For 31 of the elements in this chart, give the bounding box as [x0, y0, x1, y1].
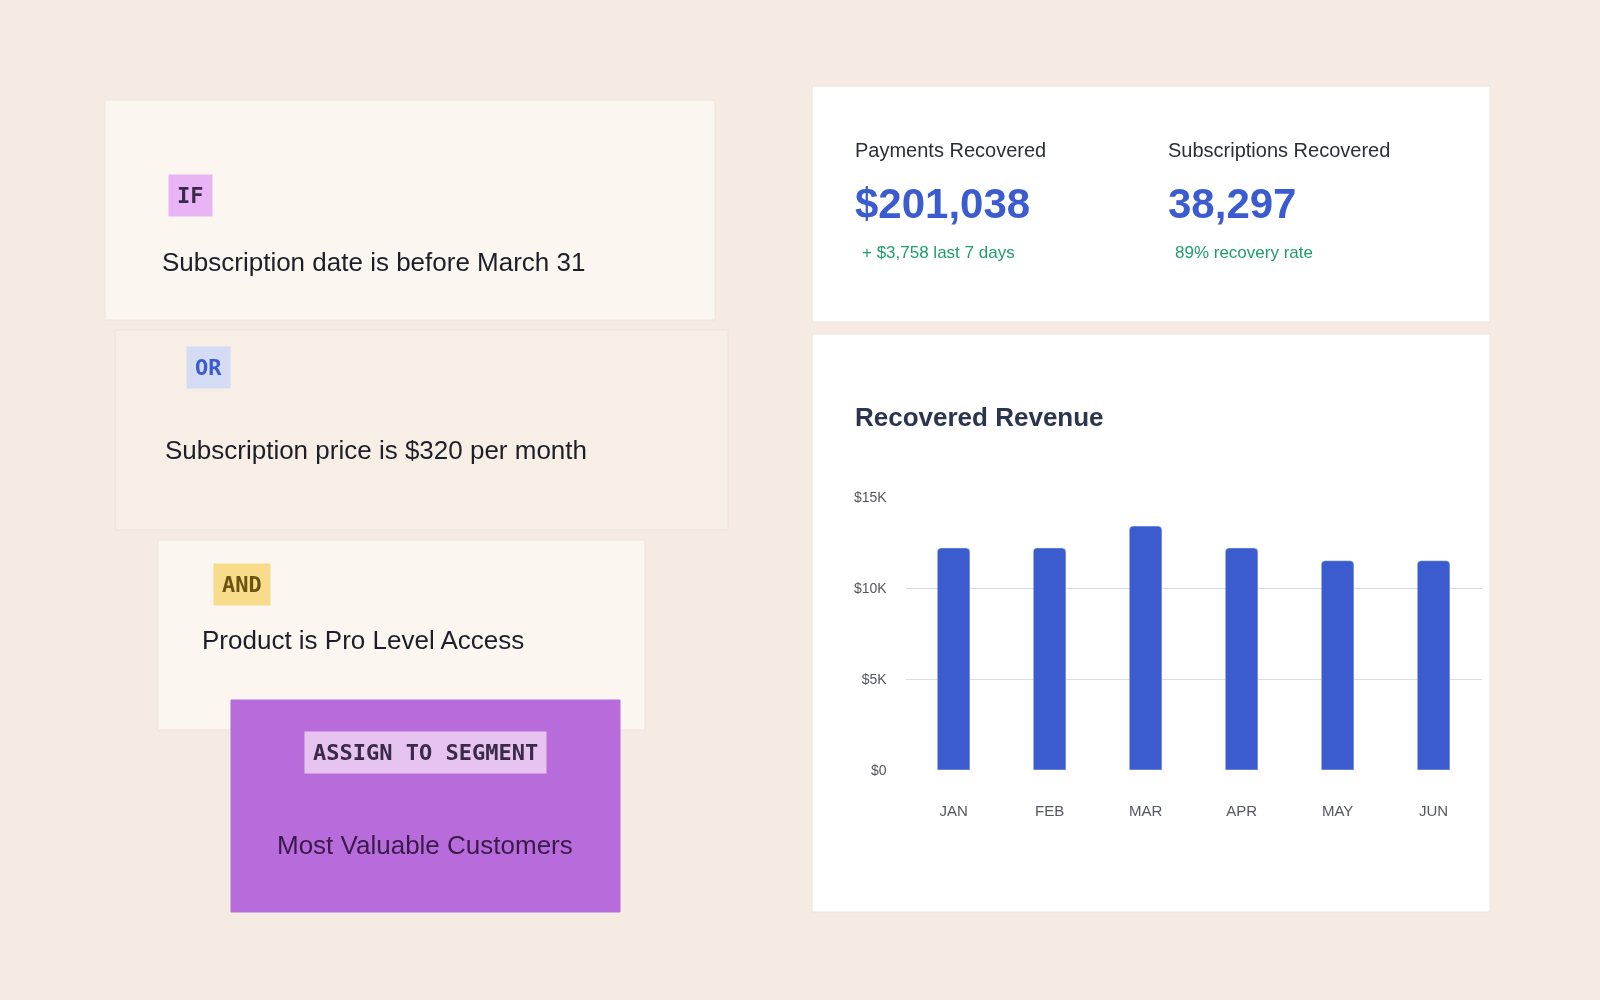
chart-title: Recovered Revenue	[855, 402, 1104, 432]
text: ASSIGN TO SEGMENT	[313, 740, 539, 765]
text: 38,297	[1168, 180, 1297, 227]
bar	[1225, 547, 1259, 770]
x-tick-label: FEB	[1035, 802, 1065, 819]
text: Subscription price is $320 per month	[165, 435, 588, 465]
x-tick-label: MAR	[1128, 802, 1163, 819]
bar	[1129, 525, 1163, 770]
text: + $3,758 last 7 days	[862, 243, 1015, 262]
y-tick-label: $5K	[861, 670, 888, 687]
x-tick-label: APR	[1226, 802, 1258, 819]
text: AND	[222, 572, 262, 597]
text: Most Valuable Customers	[277, 830, 573, 860]
y-tick-label: $10K	[853, 579, 888, 596]
text: IF	[177, 183, 204, 208]
x-tick-label: JUN	[1419, 802, 1449, 819]
text: Payments Recovered	[855, 139, 1047, 161]
text: Subscription date is before March 31	[162, 247, 586, 277]
text: $201,038	[855, 180, 1031, 227]
bar	[1417, 560, 1451, 770]
x-tick-label: MAY	[1321, 802, 1354, 819]
bar	[1033, 547, 1067, 770]
y-tick-label: $15K	[853, 488, 888, 505]
x-tick-label: JAN	[939, 802, 968, 819]
text: 89% recovery rate	[1175, 243, 1313, 262]
y-tick-label: $0	[871, 761, 887, 778]
text: Product is Pro Level Access	[202, 625, 525, 655]
text: Subscriptions Recovered	[1168, 139, 1391, 161]
bar	[1321, 560, 1355, 770]
text: OR	[195, 355, 223, 380]
bar	[937, 547, 971, 770]
